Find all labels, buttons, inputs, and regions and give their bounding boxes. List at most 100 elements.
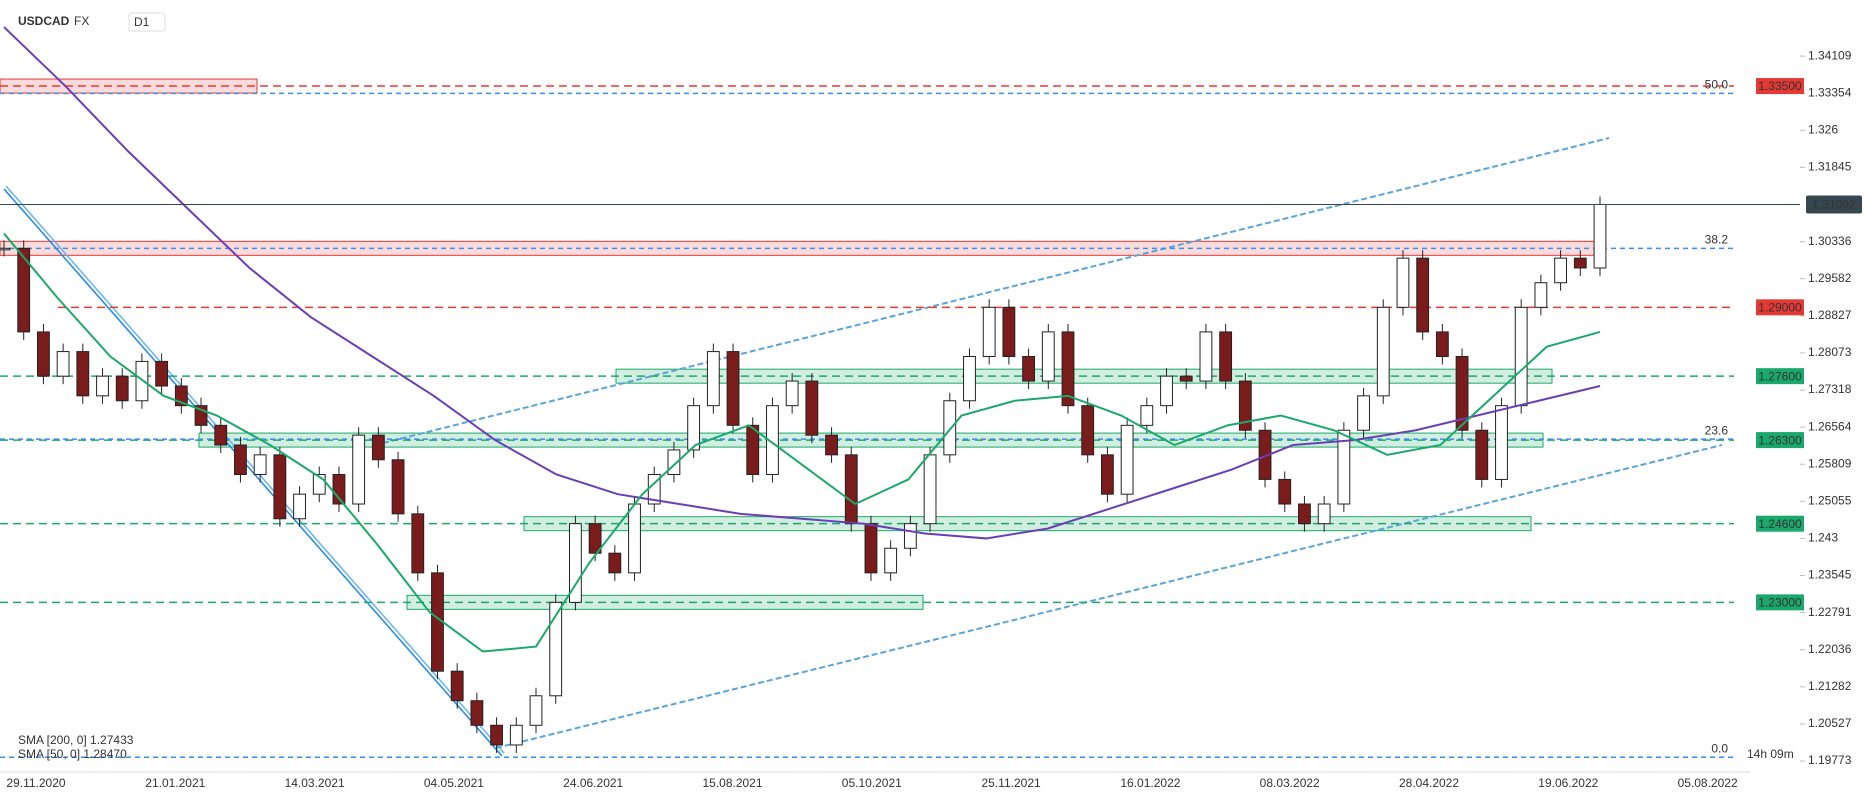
candle: [608, 552, 622, 574]
candle: [1081, 405, 1095, 456]
price-tag: [1756, 78, 1804, 95]
candle: [1278, 478, 1292, 505]
candle: [884, 547, 898, 574]
candle: [844, 454, 858, 525]
candle: [1475, 429, 1489, 480]
y-tick-label: 1.19773: [1808, 753, 1852, 767]
candle: [549, 601, 563, 697]
y-tick-label: 1.25809: [1808, 456, 1852, 470]
candle: [509, 724, 523, 746]
y-tick-label: 1.25055: [1808, 493, 1852, 507]
candle: [1002, 306, 1016, 357]
candle: [470, 700, 484, 726]
candle: [1219, 331, 1233, 382]
candle: [1120, 424, 1134, 495]
price-tag: [1756, 299, 1804, 316]
candle: [726, 351, 740, 426]
y-tick-label: 1.30336: [1808, 234, 1852, 248]
fib-label: 0.0: [1711, 741, 1728, 755]
candle: [1416, 257, 1430, 333]
candle: [923, 454, 937, 525]
sma-line: [3, 232, 1601, 653]
candle: [411, 513, 425, 574]
candle: [746, 424, 760, 476]
fib-label: 38.2: [1705, 232, 1729, 246]
candle: [214, 424, 228, 446]
candle: [1455, 355, 1469, 431]
candle: [371, 434, 385, 461]
y-tick-label: 1.28073: [1808, 345, 1852, 359]
candle: [1514, 306, 1528, 407]
candle: [1396, 257, 1410, 308]
y-tick-label: 1.33354: [1808, 85, 1852, 99]
zone: [0, 78, 258, 94]
candle: [1160, 375, 1173, 407]
legend-entry: SMA [50, 0] 1.28470: [18, 747, 127, 761]
y-tick-label: 1.31845: [1808, 160, 1852, 174]
timer: 14h 09m: [1747, 747, 1794, 761]
price-tag-label: 1.26300: [1758, 433, 1802, 447]
y-tick-label: 1.28827: [1808, 308, 1852, 322]
y-tick-label: 1.27318: [1808, 382, 1852, 396]
candle: [1357, 395, 1370, 431]
x-tick-label: 04.05.2021: [424, 776, 484, 790]
x-tick-label: 28.04.2022: [1399, 776, 1459, 790]
x-tick-label: 05.10.2021: [842, 776, 902, 790]
x-tick-label: 24.06.2021: [563, 776, 623, 790]
candle: [253, 454, 267, 476]
price-tag-label: 1.24600: [1758, 517, 1802, 531]
candle: [1554, 257, 1568, 284]
candle: [450, 670, 464, 702]
candle: [234, 444, 247, 476]
candle: [1573, 257, 1587, 269]
candle: [194, 405, 208, 426]
candle: [1238, 380, 1252, 431]
x-tick-label: 05.08.2022: [1678, 776, 1738, 790]
x-tick-label: 16.01.2022: [1120, 776, 1180, 790]
candle: [1140, 405, 1154, 426]
candle: [1534, 282, 1548, 308]
x-tick-label: 08.03.2022: [1260, 776, 1320, 790]
candle: [588, 523, 602, 554]
candle: [76, 351, 90, 397]
candle: [1317, 503, 1331, 525]
candle: [96, 375, 109, 397]
y-tick-label: 1.29582: [1808, 271, 1852, 285]
candle: [706, 351, 720, 407]
x-tick-label: 29.11.2020: [6, 776, 65, 790]
price-tag: [1756, 594, 1804, 611]
candle: [1337, 429, 1351, 505]
y-tick-label: 1.22791: [1808, 605, 1852, 619]
channel-line: [382, 137, 1610, 444]
interval-selector[interactable]: [128, 12, 166, 32]
candle: [529, 695, 543, 726]
candle: [0, 247, 11, 251]
sma-line: [3, 26, 1601, 540]
fib-label: 23.6: [1705, 423, 1729, 437]
y-tick-label: 1.22036: [1808, 642, 1852, 656]
x-tick-label: 21.01.2021: [145, 776, 205, 790]
candle: [943, 400, 957, 456]
candle: [1179, 375, 1193, 382]
current-price-label: 1.31092: [1812, 198, 1856, 212]
candle: [293, 493, 306, 520]
y-tick-label: 1.23545: [1808, 568, 1852, 582]
candle: [1298, 503, 1311, 525]
candle: [1041, 331, 1055, 382]
x-tick-label: 15.08.2021: [702, 776, 762, 790]
price-tag: [1756, 432, 1804, 449]
candle: [174, 385, 188, 407]
candle: [825, 434, 838, 456]
candle: [628, 503, 641, 574]
price-tag: [1806, 195, 1862, 214]
candle: [785, 380, 799, 407]
price-tag: [1756, 368, 1804, 385]
trend-line: [3, 188, 503, 757]
price-tag-label: 1.33500: [1758, 79, 1802, 93]
candle: [687, 405, 701, 451]
candle: [17, 247, 31, 333]
interval[interactable]: D1: [134, 15, 150, 29]
candle: [864, 523, 878, 574]
market: FX: [74, 14, 89, 28]
